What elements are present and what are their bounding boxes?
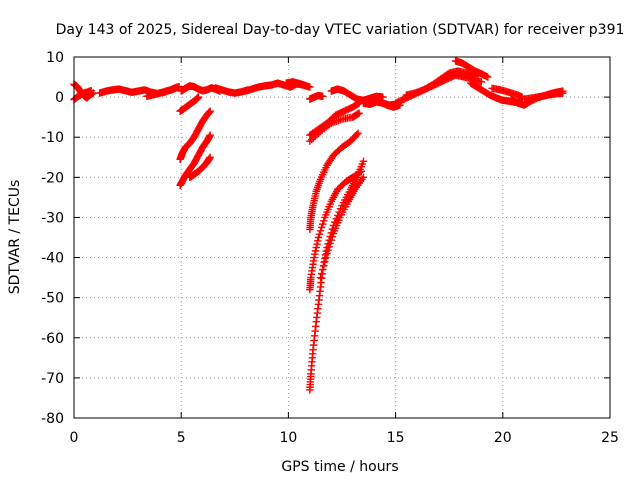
data-point — [559, 89, 567, 97]
data-point — [206, 107, 214, 115]
x-tick-label: 10 — [279, 430, 297, 446]
y-tick-label: -30 — [41, 210, 64, 226]
data-point — [323, 249, 331, 258]
y-tick-label: -80 — [41, 411, 64, 427]
data-point — [312, 243, 320, 252]
data-point — [317, 269, 326, 278]
x-tick-label: 0 — [70, 430, 79, 446]
data-point — [317, 223, 326, 232]
data-point — [320, 217, 328, 225]
data-point — [316, 227, 325, 235]
data-point — [311, 247, 320, 255]
data-point — [328, 233, 337, 241]
x-axis-label: GPS time / hours — [281, 459, 398, 475]
data-point — [319, 92, 327, 101]
data-point — [206, 131, 214, 139]
data-point — [327, 236, 335, 244]
data-point — [326, 239, 334, 248]
data-point — [314, 233, 323, 242]
data-point — [316, 273, 325, 282]
data-point — [319, 265, 327, 274]
y-tick-label: -50 — [41, 291, 64, 307]
data-point — [320, 261, 328, 270]
y-tick-label: -70 — [41, 371, 64, 387]
data-point — [311, 250, 319, 258]
data-point — [359, 157, 368, 165]
data-point — [194, 93, 203, 101]
data-point — [477, 78, 486, 86]
data-point — [306, 83, 314, 91]
data-point — [321, 257, 329, 266]
data-point — [310, 253, 318, 262]
chart-title: Day 143 of 2025, Sidereal Day-to-day VTE… — [56, 22, 625, 38]
data-point — [324, 246, 332, 254]
data-points — [70, 57, 567, 394]
data-point — [87, 86, 95, 95]
data-point — [314, 237, 322, 245]
y-axis-label: SDTVAR / TECUs — [7, 180, 23, 295]
data-point — [325, 243, 333, 251]
x-tick-label: 20 — [494, 430, 512, 446]
tick-labels: 0 5 10 15 20 25 10 0 -10 -20 -30 -40 -50 -60 -70 -80 — [41, 50, 619, 446]
data-point — [319, 220, 327, 228]
data-point — [175, 82, 183, 91]
data-point — [379, 93, 387, 101]
data-point — [354, 129, 362, 137]
data-point — [484, 73, 492, 81]
y-tick-label: -40 — [41, 251, 64, 267]
plot-frame — [73, 56, 611, 419]
data-point — [359, 173, 368, 182]
data-point — [313, 240, 321, 248]
data-point — [301, 81, 310, 90]
x-tick-label: 15 — [387, 430, 405, 446]
x-tick-label: 5 — [177, 430, 186, 446]
y-tick-label: 0 — [55, 90, 64, 106]
data-point — [355, 109, 363, 117]
y-tick-label: -10 — [41, 130, 64, 146]
y-tick-label: 10 — [46, 50, 64, 66]
y-tick-label: -60 — [41, 331, 64, 347]
y-tick-label: -20 — [41, 170, 64, 186]
data-point — [206, 153, 214, 161]
x-tick-label: 25 — [601, 430, 619, 446]
data-point — [322, 253, 330, 262]
data-point — [315, 230, 324, 238]
